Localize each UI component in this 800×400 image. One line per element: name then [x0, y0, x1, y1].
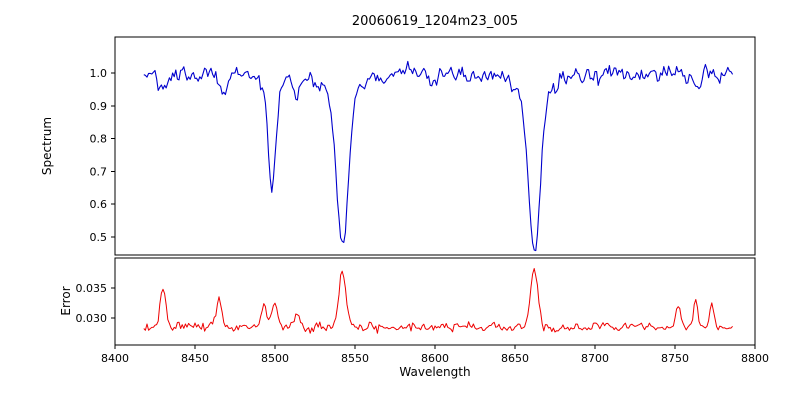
svg-text:8550: 8550	[341, 352, 369, 365]
svg-text:8450: 8450	[181, 352, 209, 365]
svg-text:8500: 8500	[261, 352, 289, 365]
svg-text:1.0: 1.0	[90, 67, 108, 80]
svg-text:0.6: 0.6	[90, 198, 108, 211]
svg-text:8600: 8600	[421, 352, 449, 365]
svg-text:0.5: 0.5	[90, 231, 108, 244]
svg-text:0.7: 0.7	[90, 165, 108, 178]
svg-text:8650: 8650	[501, 352, 529, 365]
svg-text:8750: 8750	[661, 352, 689, 365]
x-axis-label: Wavelength	[399, 365, 471, 379]
chart-title: 20060619_1204m23_005	[351, 14, 519, 29]
svg-text:0.030: 0.030	[76, 312, 108, 325]
svg-text:0.8: 0.8	[90, 133, 108, 146]
svg-text:0.9: 0.9	[90, 100, 108, 113]
svg-text:0.035: 0.035	[76, 282, 108, 295]
svg-text:8800: 8800	[741, 352, 769, 365]
svg-text:8700: 8700	[581, 352, 609, 365]
svg-text:8400: 8400	[101, 352, 129, 365]
